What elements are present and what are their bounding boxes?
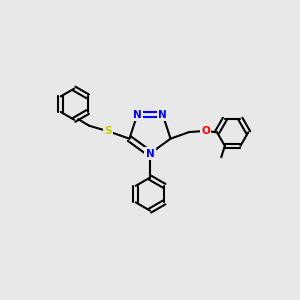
Text: N: N [133,110,142,119]
Text: N: N [158,110,167,119]
Text: S: S [104,126,112,136]
Text: O: O [201,126,210,136]
Text: N: N [146,148,154,159]
